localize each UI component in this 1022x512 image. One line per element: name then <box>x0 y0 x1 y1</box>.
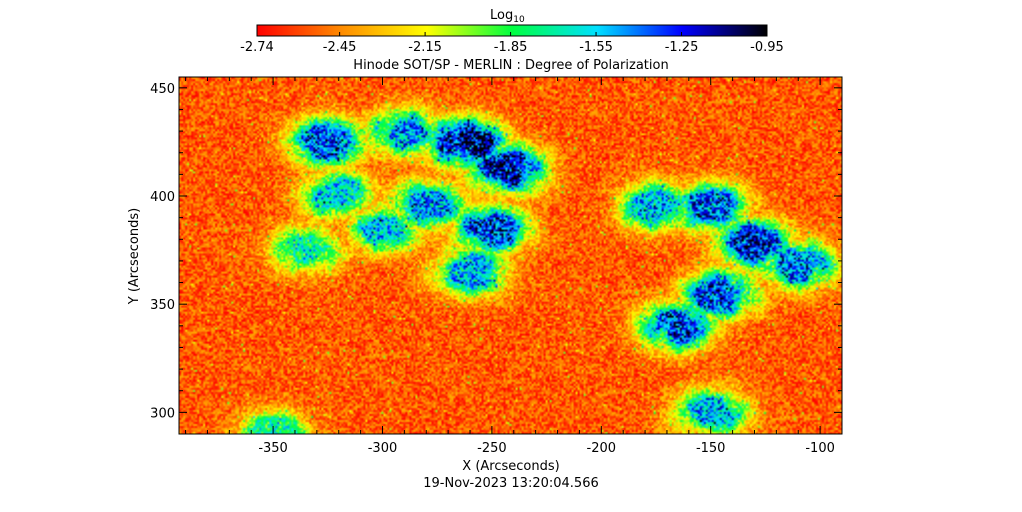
colorbar: Log10 -2.74 -2.45 -2.15 -1.85 -1.55 -1.25 -0.9… <box>240 8 784 55</box>
x-tick-label: -300 <box>368 441 398 456</box>
colorbar-ticks: -2.74 -2.45 -2.15 -1.85 -1.55 -1.25 -0.95 <box>240 32 784 55</box>
polarization-heatmap <box>179 77 842 434</box>
x-tick-label: -100 <box>805 441 835 456</box>
plot-frame <box>178 76 843 435</box>
plot-area: -350 -300 -250 -200 -150 -100 300 350 400 450 <box>150 76 843 456</box>
x-tick-label: -200 <box>587 441 617 456</box>
y-tick-label: 300 <box>150 406 175 421</box>
y-tick-label: 400 <box>150 190 175 205</box>
colorbar-tick-label: -2.45 <box>323 40 357 55</box>
x-tick-label: -150 <box>696 441 726 456</box>
colorbar-tick-label: -2.15 <box>408 40 442 55</box>
x-tick-label: -350 <box>258 441 288 456</box>
colorbar-tick-label: -2.74 <box>240 40 274 55</box>
x-tick-label: -250 <box>477 441 507 456</box>
colorbar-tick-label: -1.55 <box>579 40 613 55</box>
y-tick-label: 450 <box>150 82 175 97</box>
x-axis-ticks: -350 -300 -250 -200 -150 -100 <box>185 77 843 456</box>
chart-title: Hinode SOT/SP - MERLIN : Degree of Polar… <box>353 58 668 73</box>
colorbar-label: Log10 <box>490 8 525 25</box>
y-axis-ticks: 300 350 400 450 <box>150 82 842 435</box>
colorbar-tick-label: -0.95 <box>750 40 784 55</box>
colorbar-tick-label: -1.85 <box>494 40 528 55</box>
colorbar-gradient <box>256 24 768 37</box>
colorbar-tick-label: -1.25 <box>665 40 699 55</box>
y-tick-label: 350 <box>150 298 175 313</box>
timestamp: 19-Nov-2023 13:20:04.566 <box>423 476 599 491</box>
x-axis-label: X (Arcseconds) <box>462 459 559 474</box>
y-axis-label: Y (Arcseconds) <box>127 208 142 305</box>
